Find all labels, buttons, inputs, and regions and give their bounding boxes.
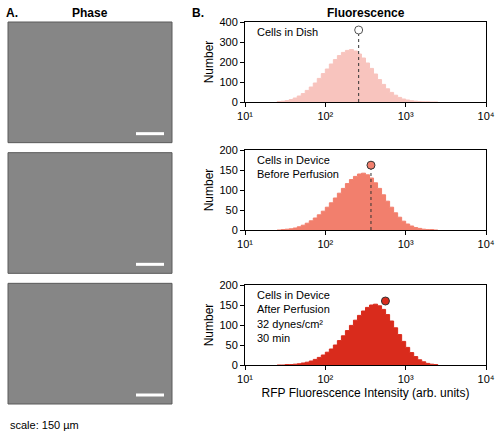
svg-text:10¹: 10¹	[237, 373, 253, 385]
svg-text:10¹: 10¹	[237, 110, 253, 122]
svg-text:10¹: 10¹	[237, 238, 253, 250]
svg-text:200: 200	[219, 56, 237, 68]
svg-text:Phase: Phase	[72, 6, 108, 20]
svg-text:300: 300	[219, 36, 237, 48]
svg-text:scale: 150 µm: scale: 150 µm	[10, 419, 79, 431]
svg-text:200: 200	[219, 279, 237, 291]
svg-text:Cells in DeviceAfter Perfusion: Cells in DeviceAfter Perfusion32 dynes/c…	[257, 289, 330, 344]
svg-text:Number: Number	[202, 41, 216, 84]
svg-text:150: 150	[219, 164, 237, 176]
svg-text:400: 400	[219, 16, 237, 28]
svg-text:10²: 10²	[317, 373, 333, 385]
svg-text:10³: 10³	[398, 373, 414, 385]
svg-text:10⁴: 10⁴	[478, 373, 495, 385]
svg-text:Number: Number	[202, 304, 216, 347]
svg-text:Fluorescence: Fluorescence	[327, 6, 405, 20]
svg-text:0: 0	[232, 359, 238, 371]
svg-text:10⁴: 10⁴	[478, 238, 495, 250]
svg-text:RFP Fluorescence Intensity (ar: RFP Fluorescence Intensity (arb. units)	[262, 386, 470, 400]
svg-text:Number: Number	[202, 169, 216, 212]
svg-text:100: 100	[219, 319, 237, 331]
svg-text:10³: 10³	[398, 238, 414, 250]
svg-text:50: 50	[226, 204, 238, 216]
svg-text:10³: 10³	[398, 110, 414, 122]
svg-text:0: 0	[232, 96, 238, 108]
svg-text:10⁴: 10⁴	[478, 110, 495, 122]
svg-text:Cells in Dish: Cells in Dish	[257, 26, 318, 38]
svg-text:A.: A.	[6, 6, 18, 20]
svg-text:200: 200	[219, 144, 237, 156]
svg-text:100: 100	[219, 184, 237, 196]
svg-text:10²: 10²	[317, 110, 333, 122]
svg-text:150: 150	[219, 299, 237, 311]
svg-text:50: 50	[226, 339, 238, 351]
svg-text:B.: B.	[192, 6, 204, 20]
svg-text:Cells in DeviceBefore Perfusio: Cells in DeviceBefore Perfusion	[257, 154, 339, 180]
svg-text:10²: 10²	[317, 238, 333, 250]
svg-text:100: 100	[219, 76, 237, 88]
svg-text:0: 0	[232, 224, 238, 236]
